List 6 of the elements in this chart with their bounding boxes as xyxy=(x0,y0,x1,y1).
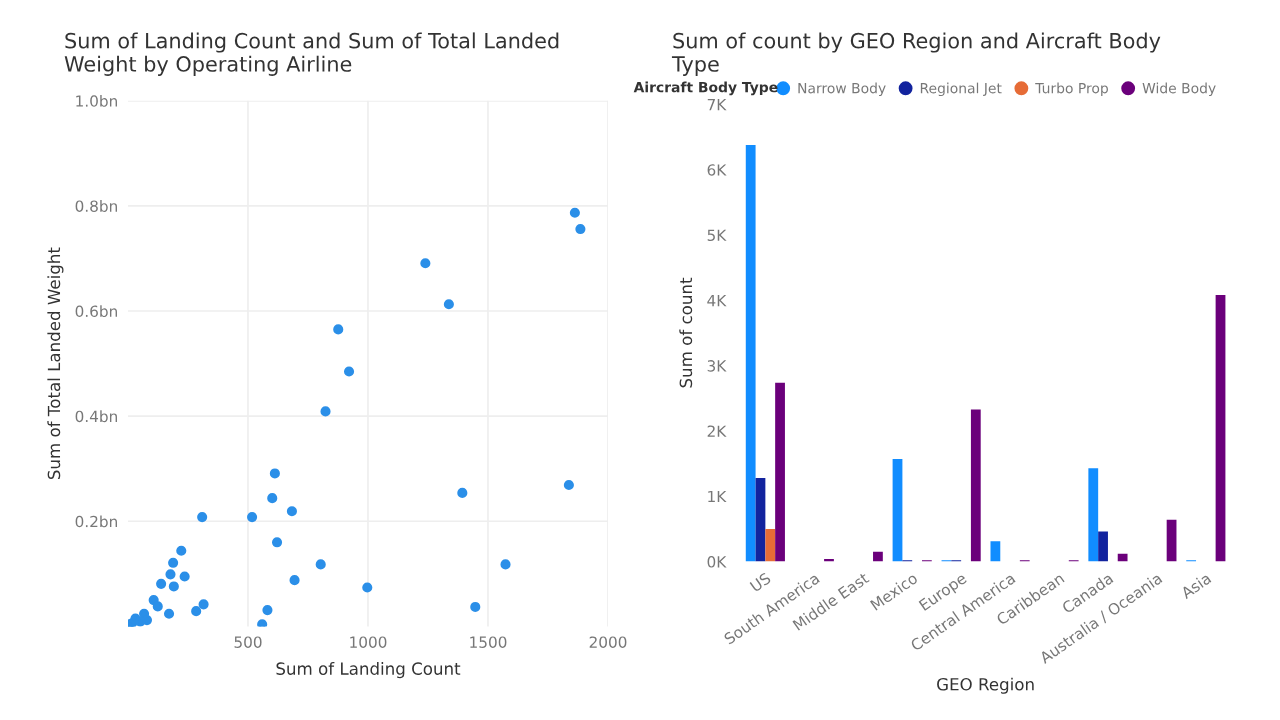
chart-title: Sum of count by GEO Region and Aircraft Body Type xyxy=(671,32,1161,76)
x-axis-title: GEO Region xyxy=(937,677,1034,694)
y-axis-title: Sum of Total Landed Weight xyxy=(47,247,64,480)
y-axis-title: Sum of count xyxy=(679,277,693,388)
chart-title: Sum of Landing Count and Sum of Total Landed Weight by Operating Airline xyxy=(64,32,559,76)
x-axis-title: Sum of Landing Count xyxy=(276,662,461,679)
